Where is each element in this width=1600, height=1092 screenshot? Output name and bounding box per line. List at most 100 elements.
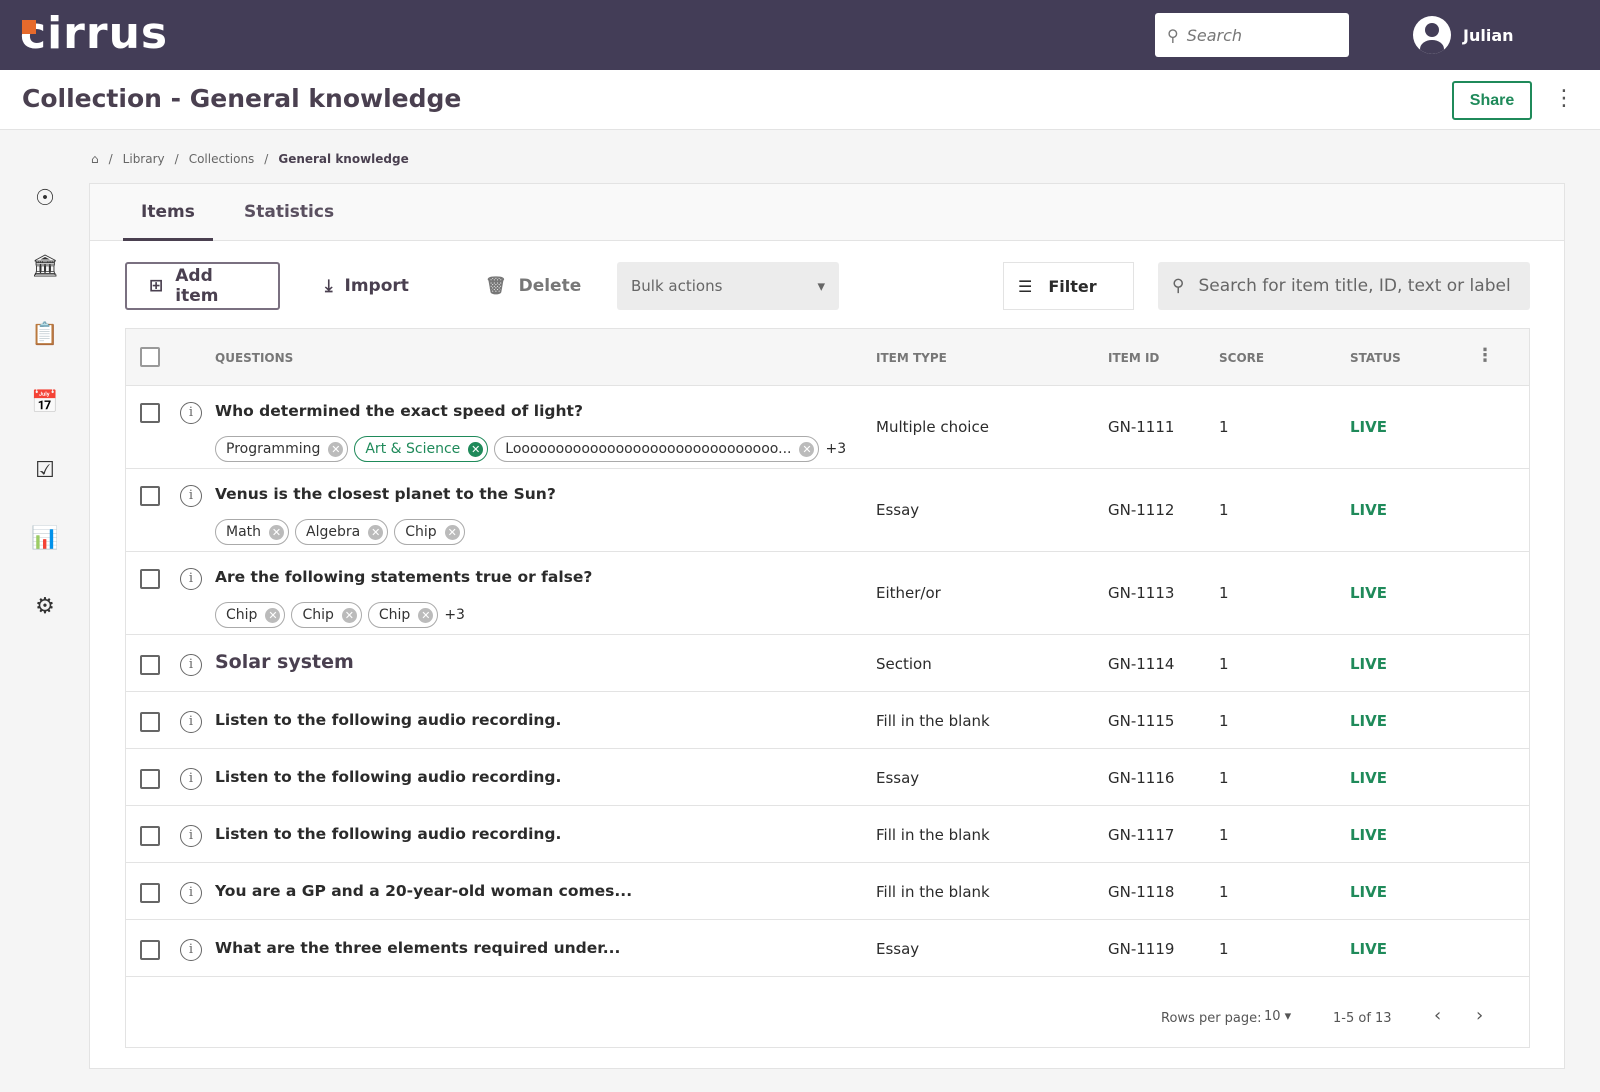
global-search-input[interactable]: ⚲ Search [1155,13,1349,57]
table-row[interactable]: i You are a GP and a 20-year-old woman c… [126,863,1529,920]
share-button[interactable]: Share [1452,81,1532,120]
col-score[interactable]: SCORE [1219,351,1265,365]
label-chip[interactable]: Algebra ✕ [295,519,389,545]
info-icon[interactable]: i [180,485,202,507]
label-chip[interactable]: Looooooooooooooooooooooooooooooo... ✕ [494,436,820,462]
add-item-button[interactable]: ⊞ Add item [125,262,280,310]
remove-chip-icon[interactable]: ✕ [341,607,357,623]
column-options-icon[interactable]: ⋮ [1476,345,1494,366]
remove-chip-icon[interactable]: ✕ [799,441,815,457]
row-checkbox[interactable] [140,883,160,903]
more-chips[interactable]: +3 [444,607,465,623]
label-chip[interactable]: Programming ✕ [215,436,349,462]
filter-button[interactable]: ☰ Filter [1003,262,1134,310]
remove-chip-icon[interactable]: ✕ [368,524,384,540]
info-icon[interactable]: i [180,711,202,733]
item-score: 1 [1219,501,1229,519]
label-chip[interactable]: Art & Science ✕ [354,436,489,462]
item-type: Multiple choice [876,418,989,436]
table-row[interactable]: i Listen to the following audio recordin… [126,749,1529,806]
remove-chip-icon[interactable]: ✕ [265,607,281,623]
table-row[interactable]: i Listen to the following audio recordin… [126,692,1529,749]
rows-per-page-select[interactable]: 10 ▾ [1264,1009,1292,1024]
filter-icon: ☰ [1018,276,1033,296]
user-menu[interactable]: Julian [1413,16,1514,54]
remove-chip-icon[interactable]: ✕ [328,441,344,457]
info-icon[interactable]: i [180,882,202,904]
more-options-icon[interactable]: ⋮ [1553,86,1575,111]
info-icon[interactable]: i [180,568,202,590]
gear-icon[interactable]: ⚙ [35,594,55,619]
question-title[interactable]: Solar system [215,651,354,673]
question-title[interactable]: Venus is the closest planet to the Sun? [215,485,556,503]
item-id: GN-1118 [1108,883,1175,901]
question-title[interactable]: Listen to the following audio recording. [215,711,562,729]
item-type: Fill in the blank [876,883,990,901]
table-row[interactable]: i Listen to the following audio recordin… [126,806,1529,863]
row-checkbox[interactable] [140,569,160,589]
bank-icon[interactable]: 🏛 [31,254,59,279]
info-icon[interactable]: i [180,402,202,424]
question-title[interactable]: You are a GP and a 20-year-old woman com… [215,882,633,900]
remove-chip-icon[interactable]: ✕ [418,607,434,623]
remove-chip-icon[interactable]: ✕ [444,524,460,540]
home-icon[interactable]: ⌂ [91,152,99,166]
row-checkbox[interactable] [140,486,160,506]
breadcrumb: ⌂ / Library / Collections / General knowled… [91,152,409,166]
checklist-icon[interactable]: ☑ [35,458,55,483]
breadcrumb-library[interactable]: Library [122,152,165,166]
item-id: GN-1117 [1108,826,1175,844]
item-score: 1 [1219,655,1229,673]
question-title[interactable]: Listen to the following audio recording. [215,825,562,843]
prev-page-icon[interactable]: ‹ [1434,1005,1442,1026]
question-title[interactable]: Who determined the exact speed of light? [215,402,583,420]
row-checkbox[interactable] [140,769,160,789]
info-icon[interactable]: i [180,939,202,961]
tab-statistics[interactable]: Statistics [244,202,335,222]
more-chips[interactable]: +3 [825,441,847,457]
question-title[interactable]: Are the following statements true or fal… [215,568,593,586]
item-search-input[interactable]: ⚲ Search for item title, ID, text or labe… [1158,262,1530,310]
info-icon[interactable]: i [180,825,202,847]
compass-icon[interactable]: ☉ [35,186,55,211]
info-icon[interactable]: i [180,654,202,676]
table-row[interactable]: i Venus is the closest planet to the Sun… [126,469,1529,552]
delete-button[interactable]: 🗑 Delete [485,276,582,296]
label-chip[interactable]: Chip ✕ [291,602,362,628]
remove-chip-icon[interactable]: ✕ [468,441,484,457]
col-questions[interactable]: QUESTIONS [215,351,294,365]
table-row[interactable]: i What are the three elements required u… [126,920,1529,977]
tab-items[interactable]: Items [123,184,213,241]
question-title[interactable]: What are the three elements required und… [215,939,621,957]
item-score: 1 [1219,826,1229,844]
col-item-type[interactable]: ITEM TYPE [876,351,947,365]
col-status[interactable]: STATUS [1350,351,1401,365]
label-chip[interactable]: Math ✕ [215,519,290,545]
tabs: Items Statistics [90,184,1564,241]
info-icon[interactable]: i [180,768,202,790]
import-button[interactable]: ⤓ Import [325,276,409,296]
table-row[interactable]: i Solar system Section GN-1114 1 LIVE [126,635,1529,692]
select-all-checkbox[interactable] [140,347,160,367]
chart-icon[interactable]: 📊 [31,526,59,551]
row-checkbox[interactable] [140,712,160,732]
label-chip[interactable]: Chip ✕ [367,602,439,628]
row-checkbox[interactable] [140,655,160,675]
row-checkbox[interactable] [140,826,160,846]
row-checkbox[interactable] [140,940,160,960]
table-row[interactable]: i Who determined the exact speed of ligh… [126,386,1529,469]
clipboard-icon[interactable]: 📋 [31,322,59,347]
breadcrumb-collections[interactable]: Collections [188,152,255,166]
calendar-icon[interactable]: 📅 [31,390,59,415]
label-chip[interactable]: Chip ✕ [215,602,286,628]
item-score: 1 [1219,940,1229,958]
question-title[interactable]: Listen to the following audio recording. [215,768,562,786]
remove-chip-icon[interactable]: ✕ [269,524,285,540]
col-item-id[interactable]: ITEM ID [1108,351,1160,365]
row-checkbox[interactable] [140,403,160,423]
next-page-icon[interactable]: › [1476,1005,1484,1026]
logo[interactable]: cirrus [20,8,169,59]
bulk-actions-select[interactable]: Bulk actions ▾ [617,262,839,310]
table-row[interactable]: i Are the following statements true or f… [126,552,1529,635]
label-chip[interactable]: Chip ✕ [394,519,465,545]
